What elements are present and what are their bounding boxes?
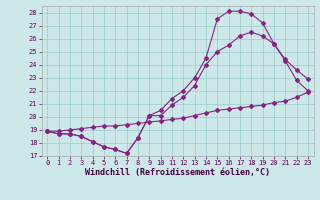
X-axis label: Windchill (Refroidissement éolien,°C): Windchill (Refroidissement éolien,°C) [85, 168, 270, 177]
